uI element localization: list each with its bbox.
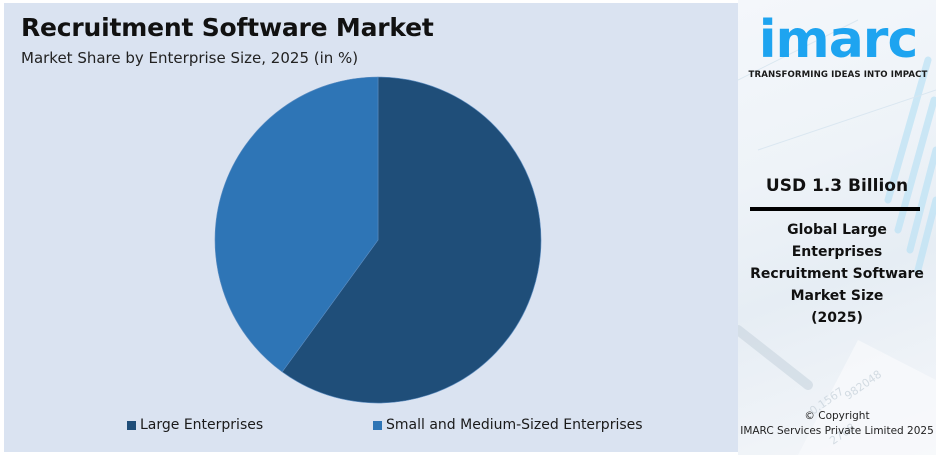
legend-label: Large Enterprises [140, 417, 264, 433]
pie-chart [214, 76, 542, 404]
desc-line: Recruitment Software [750, 266, 924, 282]
chart-panel: Recruitment Software Market Market Share… [4, 3, 738, 452]
legend-item-sme: Small and Medium-Sized Enterprises [373, 417, 643, 433]
market-size-value: USD 1.3 Billion [765, 176, 909, 196]
legend-swatch-large-enterprises [127, 420, 136, 430]
copyright-notice: © Copyright IMARC Services Private Limit… [738, 409, 936, 439]
logo-tagline: TRANSFORMING IDEAS INTO IMPACT [748, 70, 928, 80]
legend-label: Small and Medium-Sized Enterprises [386, 417, 643, 433]
desc-line: Enterprises [791, 244, 883, 260]
copyright-line: © Copyright [804, 410, 870, 422]
legend-swatch-sme [373, 420, 382, 430]
chart-legend: Large Enterprises Small and Medium-Sized… [4, 413, 738, 437]
market-size-description: Global Large Enterprises Recruitment Sof… [738, 219, 936, 329]
logo-wordmark: imarc [758, 10, 919, 70]
chart-subtitle: Market Share by Enterprise Size, 2025 (i… [21, 49, 359, 67]
pie-slice-large-enterprises [281, 76, 542, 404]
info-panel: 0.1567 2768 982048 imarc TRANSFORMING ID… [738, 0, 936, 455]
legend-item-large-enterprises: Large Enterprises [127, 417, 263, 433]
copyright-line: IMARC Services Private Limited 2025 [740, 425, 934, 437]
desc-line: (2025) [811, 310, 863, 326]
desc-line: Market Size [790, 288, 884, 304]
desc-line: Global Large [787, 222, 887, 238]
pie-slice-small-and-medium-sized-enterprises [214, 76, 379, 373]
divider [750, 207, 920, 211]
imarc-logo: imarc TRANSFORMING IDEAS INTO IMPACT [748, 12, 928, 80]
chart-title: Recruitment Software Market [21, 13, 434, 42]
